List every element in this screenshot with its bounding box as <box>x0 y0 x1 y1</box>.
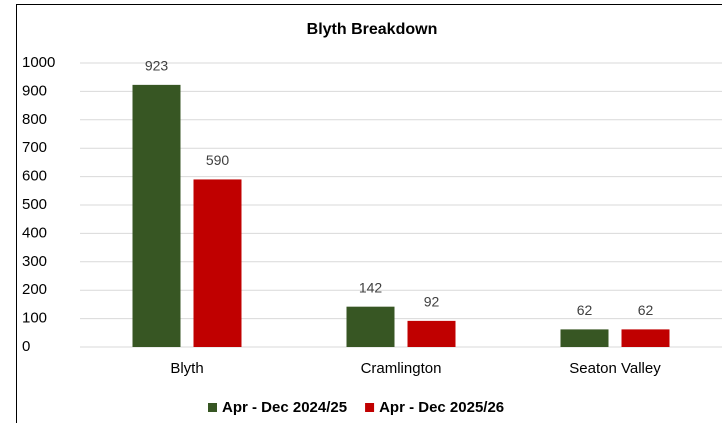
legend-label: Apr - Dec 2024/25 <box>222 399 347 416</box>
legend-swatch <box>208 403 217 412</box>
value-label: 92 <box>424 294 440 310</box>
bar <box>560 329 609 347</box>
value-label: 62 <box>638 302 654 318</box>
y-tick-label: 400 <box>22 224 47 241</box>
y-tick-label: 800 <box>22 111 47 128</box>
y-tick-label: 1000 <box>22 54 55 71</box>
y-tick-label: 900 <box>22 82 47 99</box>
y-tick-label: 100 <box>22 310 47 327</box>
y-tick-label: 200 <box>22 281 47 298</box>
y-tick-label: 700 <box>22 139 47 156</box>
y-tick-label: 0 <box>22 338 30 355</box>
value-label: 62 <box>577 302 593 318</box>
bar <box>193 179 242 347</box>
bar <box>407 320 456 347</box>
legend-label: Apr - Dec 2025/26 <box>379 399 504 416</box>
value-label: 142 <box>359 279 383 295</box>
bar <box>621 329 670 347</box>
value-label: 923 <box>145 58 169 74</box>
y-tick-label: 600 <box>22 168 47 185</box>
chart-title: Blyth Breakdown <box>307 21 438 38</box>
value-label: 590 <box>206 152 230 168</box>
x-tick-label: Seaton Valley <box>569 360 661 377</box>
y-tick-label: 500 <box>22 196 47 213</box>
x-tick-label: Cramlington <box>361 360 442 377</box>
bar <box>132 84 181 348</box>
x-tick-label: Blyth <box>170 360 203 377</box>
y-tick-label: 300 <box>22 253 47 270</box>
legend-swatch <box>365 403 375 412</box>
bar <box>346 306 395 347</box>
